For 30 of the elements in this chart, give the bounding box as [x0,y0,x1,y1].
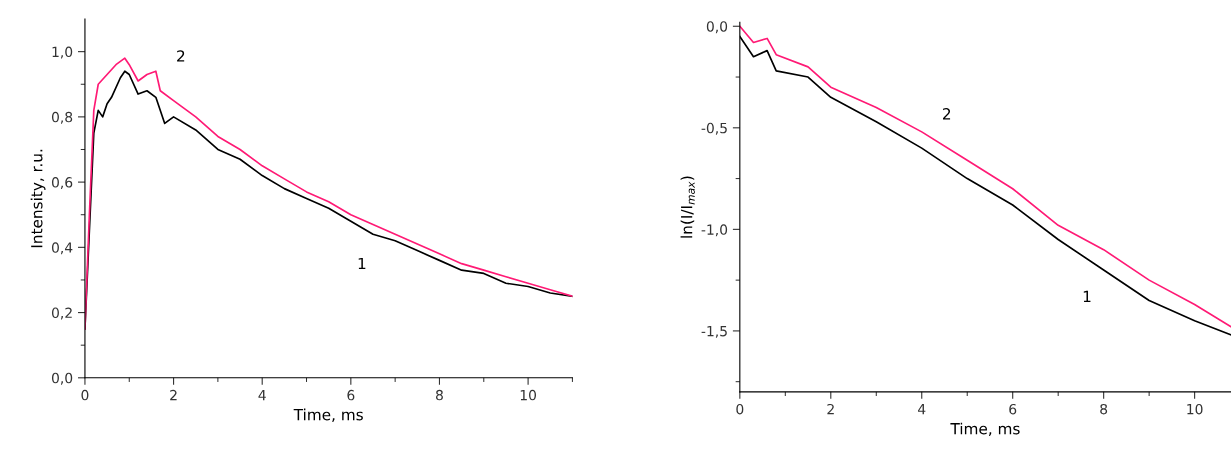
x-tick-label: 2 [827,403,834,415]
y-tick-label: 0,0 [706,21,728,34]
x-tick-label: 0 [736,403,744,415]
x-tick-label: 10 [1187,403,1203,415]
y-tick-label: 0,8 [51,111,73,124]
x-tick-label: 6 [1009,403,1017,415]
y-tick-label: 0,6 [51,177,73,189]
x-tick-label: 10 [520,389,537,401]
x-tick-label: 8 [1100,403,1108,415]
y-tick-label: -0,5 [701,122,727,135]
x-tick-label: 6 [347,389,355,401]
x-tick-label: 4 [258,390,266,401]
y-tick-label: 0,0 [51,372,73,385]
y-axis-title: ln(I/I$_{max}$) [680,176,695,238]
x-axis-title: Time, ms [293,408,363,422]
y-tick-label: 1,0 [52,46,73,59]
y-axis-title: Intensity, r.u. [30,149,46,248]
x-tick-label: 8 [435,389,443,401]
y-tick-label: -1,5 [701,326,727,338]
x-axis-title: Time, ms [950,422,1020,437]
series-label: 2 [943,108,951,120]
y-tick-label: 0,4 [51,242,73,255]
x-tick-label: 0 [81,389,89,401]
y-tick-label: 0,2 [51,307,72,320]
series-label: 2 [177,50,185,62]
x-tick-label: 2 [170,389,177,401]
x-tick-label: 4 [918,404,926,415]
series-label: 1 [358,257,366,270]
y-tick-label: -1,0 [701,224,728,237]
series-label: 1 [1083,290,1091,302]
